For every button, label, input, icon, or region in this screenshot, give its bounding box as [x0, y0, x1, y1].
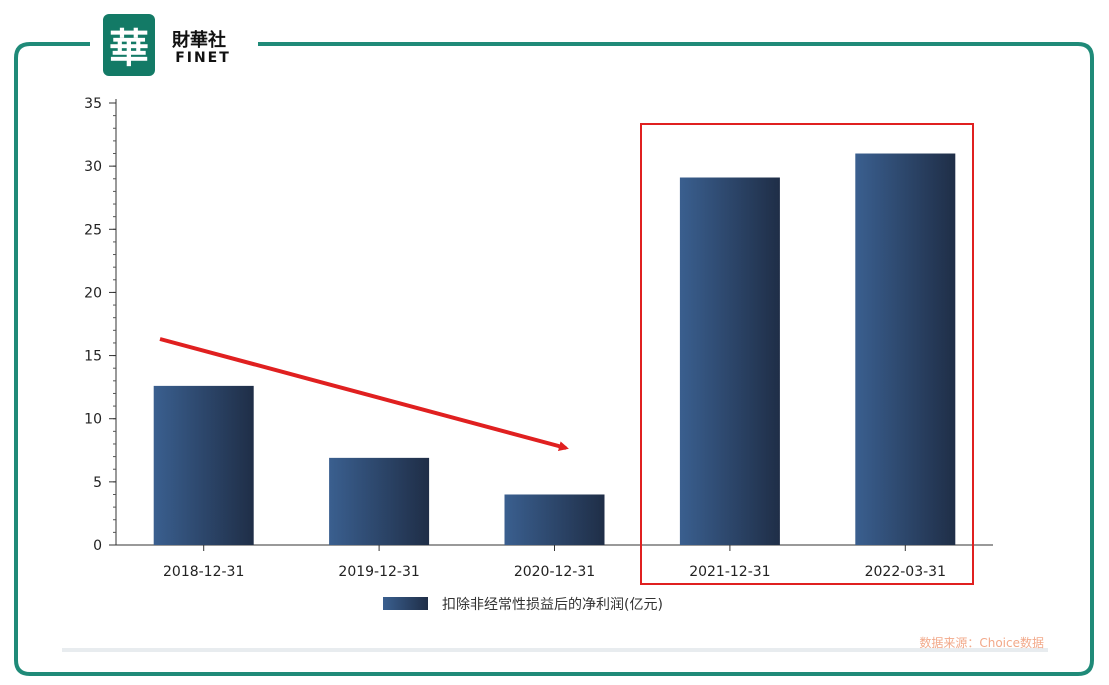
y-tick-label: 20	[84, 285, 102, 301]
bars	[153, 153, 956, 545]
y-tick-label: 25	[84, 222, 102, 238]
bar	[855, 153, 956, 545]
trend-arrow	[159, 337, 569, 452]
bar	[153, 385, 254, 545]
bar	[679, 177, 780, 545]
x-tick-label: 2022-03-31	[865, 564, 946, 580]
plot-area: 0 5 10 15 20 25 30 35 2018-12-31 2019-12-31 2020-…	[84, 96, 993, 580]
bottom-band	[62, 648, 1048, 652]
highlight-box	[640, 123, 974, 585]
y-tick-label: 5	[93, 475, 102, 491]
y-tick-label: 0	[93, 538, 102, 554]
legend: 扣除非经常性损益后的净利润(亿元)	[383, 597, 663, 613]
x-tick-label: 2020-12-31	[514, 564, 595, 580]
finet-logo: 華 財華社 FINET	[103, 14, 231, 76]
y-tick-label: 30	[84, 159, 102, 175]
bar	[329, 457, 430, 545]
x-tick-label: 2021-12-31	[689, 564, 770, 580]
y-tick-label: 10	[84, 412, 102, 428]
source-note: 数据来源：Choice数据	[919, 635, 1044, 650]
logo-name-cn: 財華社	[172, 29, 226, 51]
legend-swatch	[383, 597, 428, 610]
logo-name-en: FINET	[175, 50, 231, 66]
x-tick-label: 2019-12-31	[338, 564, 419, 580]
y-tick-label: 35	[84, 96, 102, 112]
legend-label: 扣除非经常性损益后的净利润(亿元)	[442, 597, 663, 613]
y-axis: 0 5 10 15 20 25 30 35	[84, 96, 117, 554]
x-axis: 2018-12-31 2019-12-31 2020-12-31 2021-12-31…	[116, 544, 993, 580]
bar	[504, 494, 605, 545]
x-tick-label: 2018-12-31	[163, 564, 244, 580]
frame-border	[14, 42, 1094, 676]
y-tick-label: 15	[84, 349, 102, 365]
logo-char: 華	[109, 25, 149, 72]
